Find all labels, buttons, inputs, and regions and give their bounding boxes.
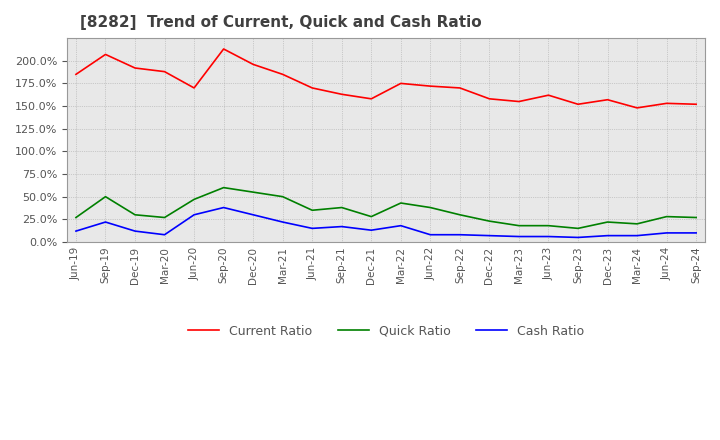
Current Ratio xyxy=(367,96,376,102)
Quick Ratio xyxy=(71,215,80,220)
Quick Ratio xyxy=(544,223,553,228)
Quick Ratio xyxy=(426,205,435,210)
Cash Ratio xyxy=(692,230,701,235)
Quick Ratio xyxy=(249,190,258,195)
Cash Ratio xyxy=(426,232,435,237)
Quick Ratio xyxy=(279,194,287,199)
Current Ratio xyxy=(308,85,317,91)
Current Ratio xyxy=(456,85,464,91)
Cash Ratio xyxy=(102,220,110,225)
Current Ratio xyxy=(102,52,110,57)
Current Ratio xyxy=(190,85,199,91)
Cash Ratio xyxy=(367,227,376,233)
Line: Quick Ratio: Quick Ratio xyxy=(76,187,696,228)
Cash Ratio xyxy=(308,226,317,231)
Cash Ratio xyxy=(338,224,346,229)
Legend: Current Ratio, Quick Ratio, Cash Ratio: Current Ratio, Quick Ratio, Cash Ratio xyxy=(183,319,589,343)
Cash Ratio xyxy=(544,234,553,239)
Quick Ratio xyxy=(633,221,642,227)
Current Ratio xyxy=(574,102,582,107)
Current Ratio xyxy=(161,69,169,74)
Quick Ratio xyxy=(515,223,523,228)
Current Ratio xyxy=(131,66,140,71)
Cash Ratio xyxy=(131,228,140,234)
Cash Ratio xyxy=(71,228,80,234)
Quick Ratio xyxy=(338,205,346,210)
Current Ratio xyxy=(544,92,553,98)
Quick Ratio xyxy=(161,215,169,220)
Text: [8282]  Trend of Current, Quick and Cash Ratio: [8282] Trend of Current, Quick and Cash … xyxy=(80,15,482,30)
Quick Ratio xyxy=(367,214,376,219)
Quick Ratio xyxy=(308,208,317,213)
Cash Ratio xyxy=(249,212,258,217)
Current Ratio xyxy=(249,62,258,67)
Quick Ratio xyxy=(574,226,582,231)
Current Ratio xyxy=(515,99,523,104)
Cash Ratio xyxy=(397,223,405,228)
Cash Ratio xyxy=(633,233,642,238)
Cash Ratio xyxy=(220,205,228,210)
Cash Ratio xyxy=(603,233,612,238)
Current Ratio xyxy=(485,96,494,102)
Quick Ratio xyxy=(131,212,140,217)
Quick Ratio xyxy=(456,212,464,217)
Cash Ratio xyxy=(515,234,523,239)
Quick Ratio xyxy=(397,200,405,205)
Current Ratio xyxy=(279,72,287,77)
Current Ratio xyxy=(662,101,671,106)
Current Ratio xyxy=(692,102,701,107)
Cash Ratio xyxy=(161,232,169,237)
Current Ratio xyxy=(603,97,612,103)
Cash Ratio xyxy=(574,235,582,240)
Cash Ratio xyxy=(662,230,671,235)
Current Ratio xyxy=(71,72,80,77)
Quick Ratio xyxy=(102,194,110,199)
Current Ratio xyxy=(633,105,642,110)
Quick Ratio xyxy=(485,219,494,224)
Quick Ratio xyxy=(692,215,701,220)
Current Ratio xyxy=(220,46,228,51)
Cash Ratio xyxy=(279,220,287,225)
Quick Ratio xyxy=(603,220,612,225)
Current Ratio xyxy=(397,81,405,86)
Line: Current Ratio: Current Ratio xyxy=(76,49,696,108)
Quick Ratio xyxy=(662,214,671,219)
Cash Ratio xyxy=(485,233,494,238)
Quick Ratio xyxy=(190,197,199,202)
Cash Ratio xyxy=(190,212,199,217)
Current Ratio xyxy=(338,92,346,97)
Current Ratio xyxy=(426,84,435,89)
Line: Cash Ratio: Cash Ratio xyxy=(76,208,696,238)
Quick Ratio xyxy=(220,185,228,190)
Cash Ratio xyxy=(456,232,464,237)
